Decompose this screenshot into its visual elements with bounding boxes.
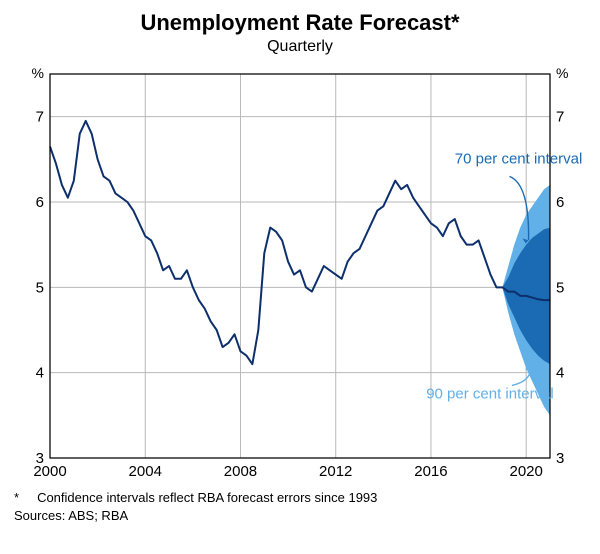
footnote-text: Confidence intervals reflect RBA forecas… [37,490,377,505]
y-tick-left: 7 [36,109,44,126]
y-tick-right: 6 [556,194,564,211]
y-tick-right: 5 [556,279,564,296]
annotation-90: 90 per cent interval [426,385,554,402]
x-tick: 2000 [33,463,66,480]
chart-subtitle: Quarterly [14,38,586,56]
x-tick: 2004 [129,463,162,480]
y-tick-left: 5 [36,279,44,296]
y-unit-right: % [556,65,568,81]
x-tick: 2016 [414,463,447,480]
y-tick-left: 4 [36,365,44,382]
chart-area: 3344556677%%20002004200820122016202070 p… [14,64,586,484]
footnote: * Confidence intervals reflect RBA forec… [14,490,586,505]
chart-title: Unemployment Rate Forecast* [14,10,586,36]
chart-svg: 3344556677%%20002004200820122016202070 p… [14,64,586,484]
annotation-70: 70 per cent interval [455,151,583,168]
y-tick-right: 4 [556,365,564,382]
sources-text: Sources: ABS; RBA [14,508,586,523]
y-tick-left: 6 [36,194,44,211]
figure: Unemployment Rate Forecast* Quarterly 33… [0,0,600,554]
footnote-marker: * [14,490,19,505]
x-tick: 2008 [224,463,257,480]
x-tick: 2020 [510,463,543,480]
x-tick: 2012 [319,463,352,480]
y-unit-left: % [32,65,44,81]
y-tick-right: 3 [556,450,564,467]
y-tick-right: 7 [556,109,564,126]
